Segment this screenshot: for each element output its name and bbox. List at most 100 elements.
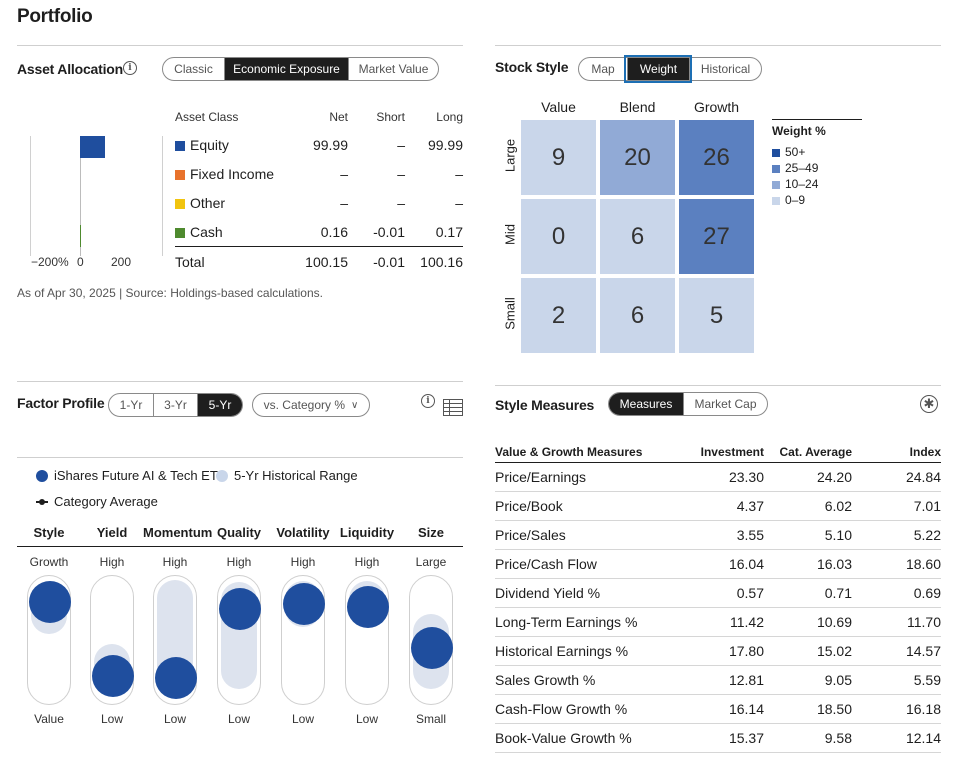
investment-value: 16.14 bbox=[728, 701, 764, 717]
measure-name: Dividend Yield % bbox=[495, 585, 601, 601]
category-compare-select[interactable]: vs. Category % ∨ bbox=[252, 393, 370, 417]
table-row: Sales Growth % 12.81 9.05 5.59 bbox=[495, 666, 941, 695]
table-row: Book-Value Growth % 15.37 9.58 12.14 bbox=[495, 724, 941, 753]
table-row: Dividend Yield % 0.57 0.71 0.69 bbox=[495, 579, 941, 608]
factor-title-liquidity: Liquidity bbox=[339, 525, 395, 540]
factor-top-label: High bbox=[99, 555, 125, 569]
weight-legend-title: Weight % bbox=[772, 124, 826, 138]
asset-class-label: Other bbox=[190, 195, 226, 211]
tab-5-yr[interactable]: 5-Yr bbox=[197, 394, 242, 416]
measure-name: Historical Earnings % bbox=[495, 643, 629, 659]
legend-label: 0–9 bbox=[785, 193, 806, 207]
info-icon[interactable]: i bbox=[421, 394, 435, 408]
index-value: 5.59 bbox=[913, 672, 941, 688]
equity-bar bbox=[80, 136, 106, 158]
measure-name: Price/Cash Flow bbox=[495, 556, 597, 572]
factor-title-size: Size bbox=[417, 525, 444, 540]
index-value: 18.60 bbox=[905, 556, 941, 572]
factor-fund-dot bbox=[411, 626, 453, 669]
style-cell-small-growth: 5 bbox=[679, 278, 754, 353]
tab-map[interactable]: Map bbox=[591, 62, 615, 76]
table-row: Price/Book 4.37 6.02 7.01 bbox=[495, 492, 941, 521]
net-value: – bbox=[340, 195, 348, 211]
investment-value: 15.37 bbox=[728, 730, 764, 746]
factor-header-divider bbox=[17, 546, 463, 547]
measure-name: Book-Value Growth % bbox=[495, 730, 632, 746]
table-view-icon[interactable] bbox=[443, 399, 463, 416]
total-row: Total 100.15 -0.01 100.16 bbox=[175, 248, 463, 277]
tab-1-yr[interactable]: 1-Yr bbox=[119, 398, 143, 412]
factor-track-style bbox=[27, 575, 71, 705]
tab-3-yr[interactable]: 3-Yr bbox=[153, 394, 197, 416]
asset-class-label: Cash bbox=[190, 224, 223, 240]
table-row: Other – – – bbox=[175, 189, 463, 218]
tab-historical[interactable]: Historical bbox=[689, 58, 761, 80]
net-value: 99.99 bbox=[312, 137, 348, 153]
style-row-mid: Mid bbox=[502, 224, 518, 245]
index-value: 12.14 bbox=[905, 730, 941, 746]
chart-right-axis bbox=[162, 136, 163, 256]
long-value: 0.17 bbox=[435, 224, 463, 240]
table-row: Fixed Income – – – bbox=[175, 160, 463, 189]
asset-class-cell: Other bbox=[175, 195, 225, 211]
asset-allocation-title: Asset Allocation bbox=[17, 61, 123, 77]
legend-category: Category Average bbox=[36, 494, 158, 509]
measure-name: Long-Term Earnings % bbox=[495, 614, 638, 630]
total-net: 100.15 bbox=[305, 254, 348, 270]
factor-track-momentum bbox=[153, 575, 197, 705]
section-divider bbox=[17, 45, 463, 46]
other-swatch bbox=[175, 199, 185, 209]
style-cell-mid-growth: 27 bbox=[679, 199, 754, 274]
investment-value: 16.04 bbox=[728, 556, 764, 572]
factor-bottom-label: Low bbox=[100, 712, 123, 726]
info-icon[interactable]: i bbox=[123, 61, 137, 75]
asset-allocation-tabs: Classic Economic Exposure Market Value bbox=[162, 57, 439, 81]
axis-label-min: −200% bbox=[31, 255, 69, 269]
index-value: 0.69 bbox=[913, 585, 941, 601]
short-value: – bbox=[397, 166, 405, 182]
legend-label: 10–24 bbox=[785, 177, 819, 191]
tab-classic[interactable]: Classic bbox=[174, 62, 213, 76]
legend-category-label: Category Average bbox=[54, 494, 158, 509]
tab-weight[interactable]: Weight bbox=[624, 55, 692, 83]
measure-name: Sales Growth % bbox=[495, 672, 596, 688]
investment-value: 4.37 bbox=[736, 498, 764, 514]
factor-title-volatility: Volatility bbox=[276, 525, 330, 540]
investment-value: 17.80 bbox=[728, 643, 764, 659]
tab-market-value[interactable]: Market Value bbox=[348, 58, 438, 80]
factor-track-liquidity bbox=[345, 575, 389, 705]
legend-fund-label: iShares Future AI & Tech ETF bbox=[54, 468, 226, 483]
factor-fund-dot bbox=[29, 580, 71, 623]
col-short: Short bbox=[376, 110, 405, 124]
table-row: Long-Term Earnings % 11.42 10.69 11.70 bbox=[495, 608, 941, 637]
style-cell-mid-blend: 6 bbox=[600, 199, 675, 274]
total-long: 100.16 bbox=[420, 254, 463, 270]
weight-legend: 50+ 25–49 10–24 0–9 bbox=[772, 144, 818, 208]
expand-icon[interactable]: ✱ bbox=[920, 395, 938, 413]
select-value: vs. Category % bbox=[263, 398, 346, 412]
index-value: 16.18 bbox=[905, 701, 941, 717]
legend-swatch bbox=[772, 181, 780, 189]
chart-zero-axis bbox=[80, 136, 81, 256]
legend-item: 25–49 bbox=[772, 160, 818, 176]
chart-left-axis bbox=[30, 136, 31, 256]
range-dot-icon bbox=[216, 469, 228, 482]
factor-profile-title: Factor Profile bbox=[17, 395, 105, 411]
measure-name: Price/Book bbox=[495, 498, 563, 514]
factor-period-tabs: 1-Yr 3-Yr 5-Yr bbox=[108, 393, 243, 417]
measure-name: Cash-Flow Growth % bbox=[495, 701, 628, 717]
section-divider bbox=[495, 45, 941, 46]
tab-market-cap[interactable]: Market Cap bbox=[683, 393, 767, 415]
legend-label: 50+ bbox=[785, 145, 806, 159]
investment-value: 11.42 bbox=[730, 614, 764, 630]
factor-top-label: High bbox=[354, 555, 380, 569]
legend-item: 10–24 bbox=[772, 176, 818, 192]
tab-economic-exposure[interactable]: Economic Exposure bbox=[224, 58, 348, 80]
tab-measures[interactable]: Measures bbox=[609, 393, 683, 415]
net-value: – bbox=[340, 166, 348, 182]
legend-range-label: 5-Yr Historical Range bbox=[234, 468, 358, 483]
asset-class-cell: Fixed Income bbox=[175, 166, 274, 182]
factor-bottom-label: Low bbox=[163, 712, 186, 726]
category-average-icon bbox=[36, 496, 48, 508]
factor-fund-dot bbox=[283, 583, 325, 626]
